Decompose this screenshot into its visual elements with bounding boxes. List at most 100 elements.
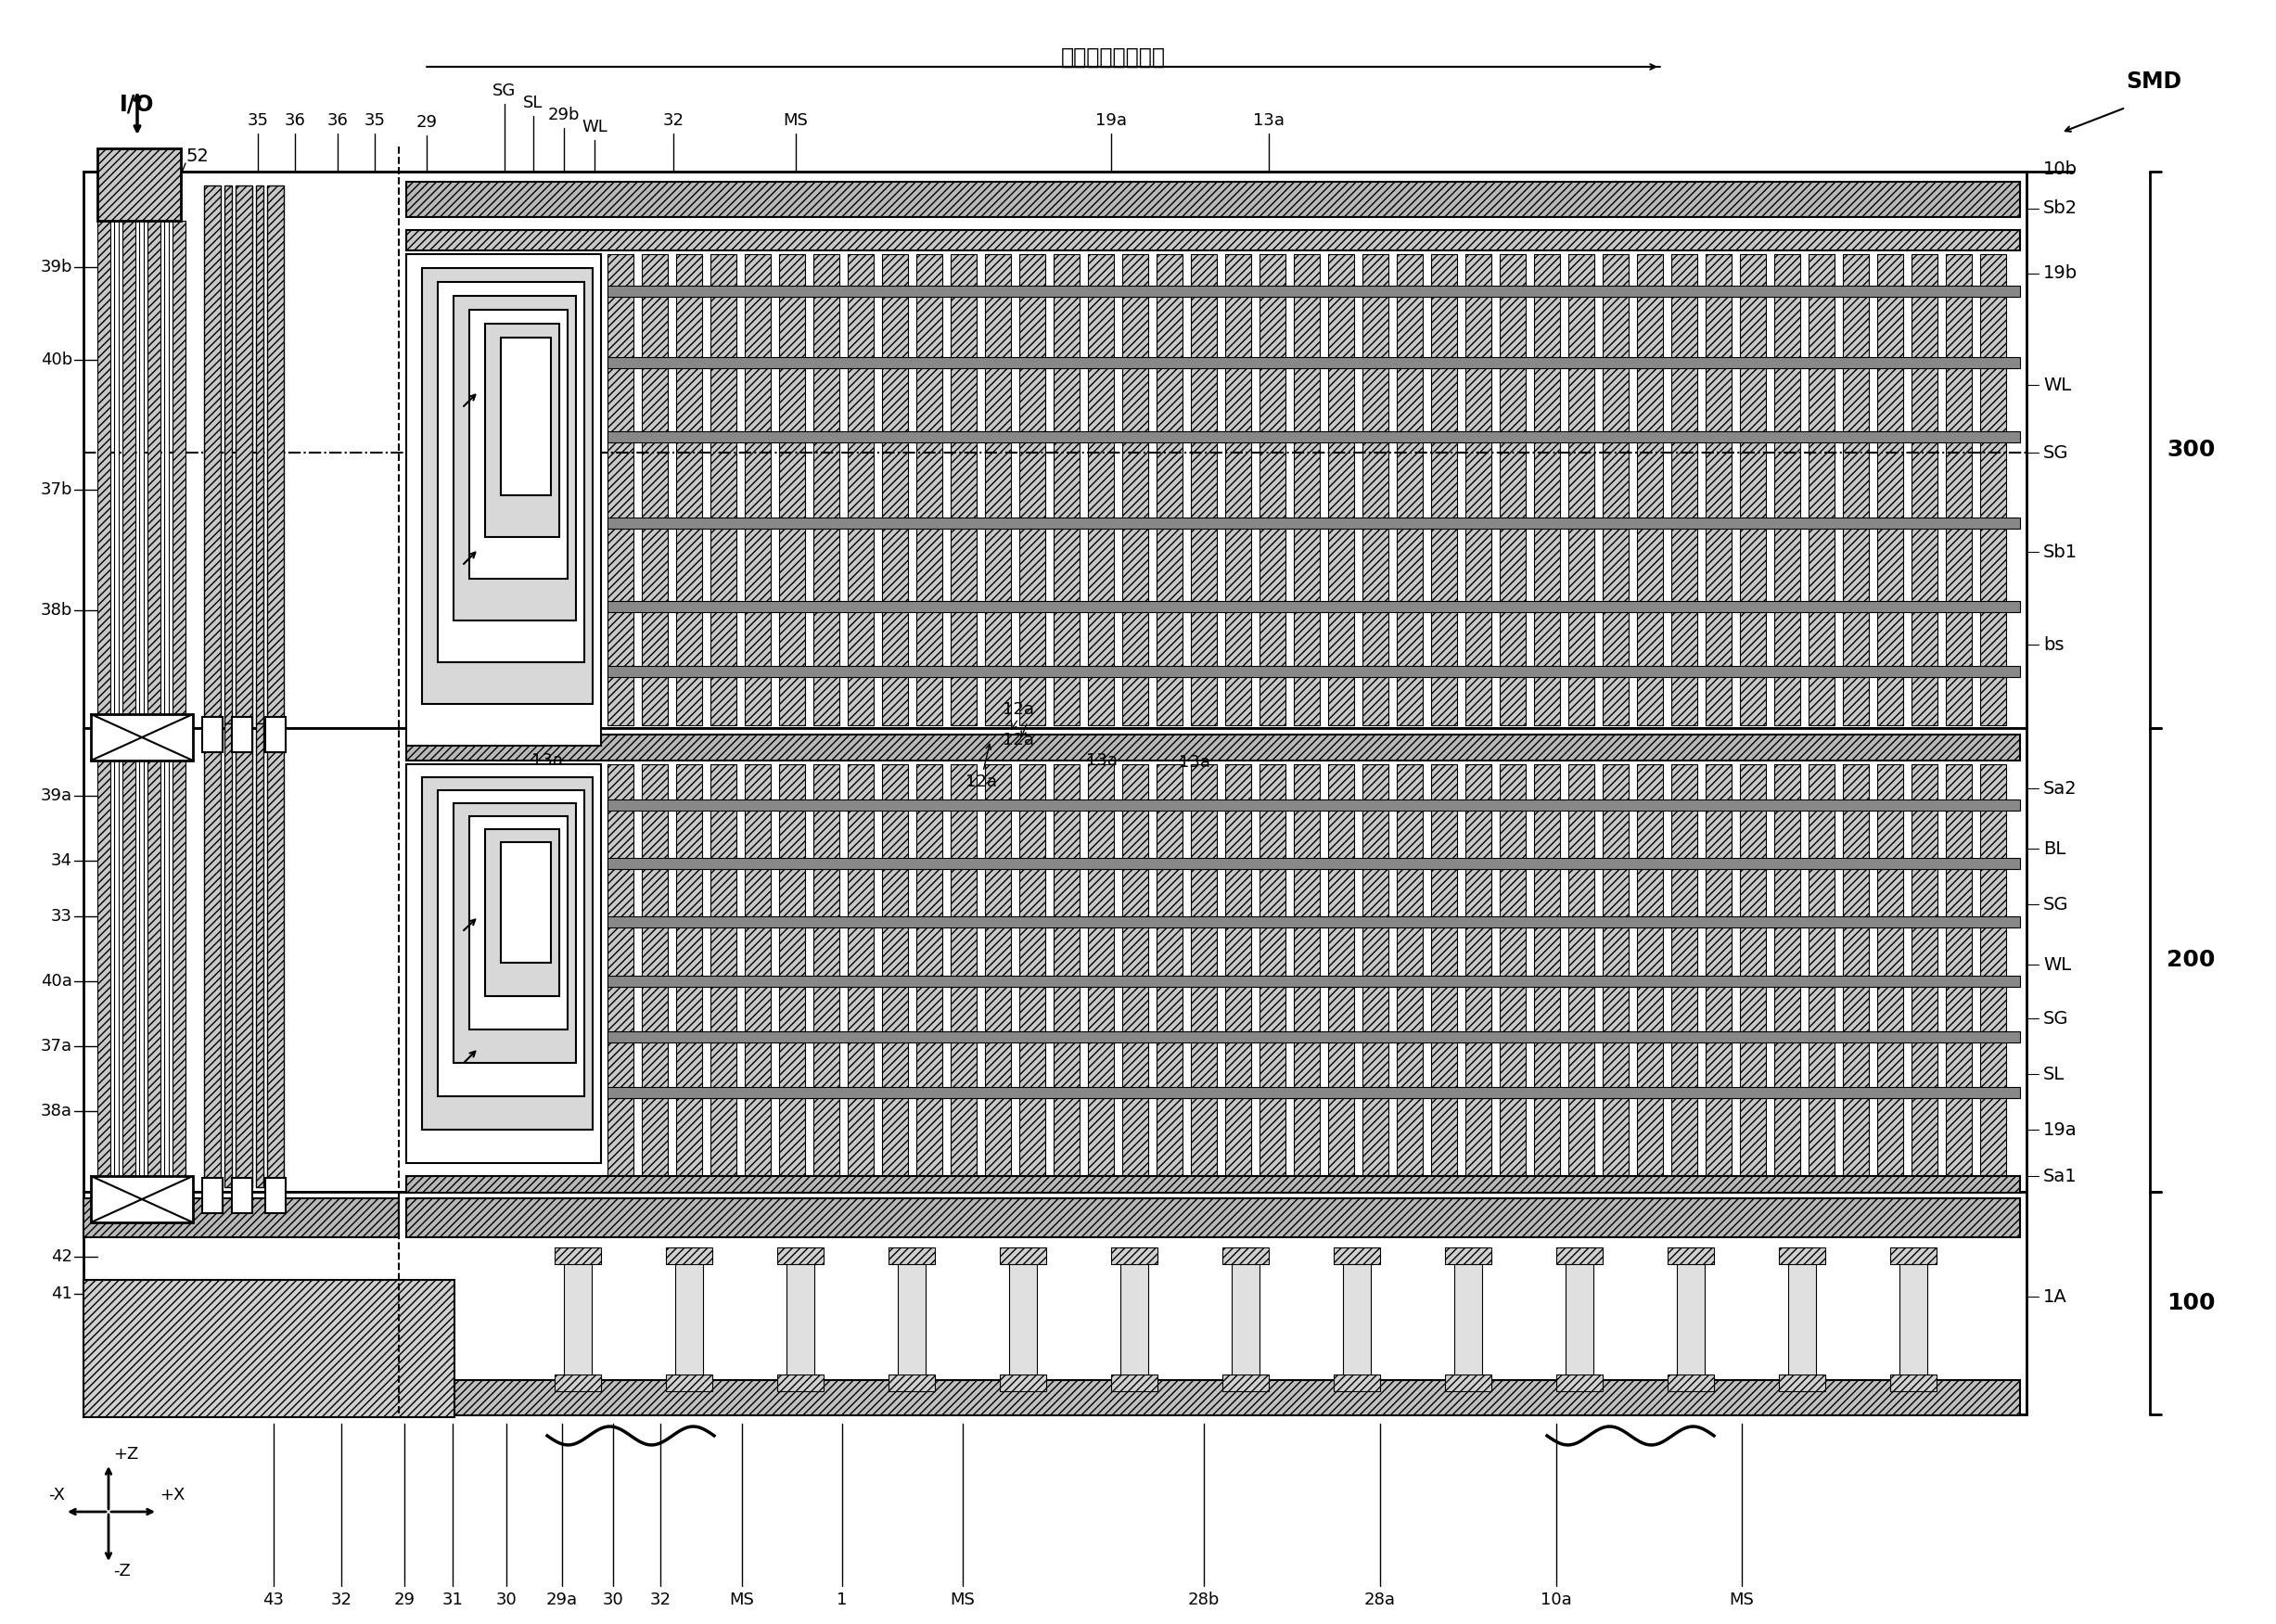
Bar <box>951 765 976 1186</box>
Text: SG: SG <box>2044 1010 2069 1026</box>
Text: SG: SG <box>494 83 517 99</box>
Text: 38a: 38a <box>41 1103 73 1119</box>
Bar <box>1224 253 1252 726</box>
Bar <box>1224 765 1252 1186</box>
Bar <box>84 1199 398 1237</box>
Bar <box>608 286 2021 297</box>
Bar <box>469 817 567 1030</box>
Bar <box>608 857 2021 869</box>
Bar <box>1636 253 1664 726</box>
Text: 19a: 19a <box>1095 112 1127 128</box>
Bar <box>485 323 560 538</box>
Bar <box>255 723 264 1187</box>
Text: 1A: 1A <box>2044 1288 2067 1306</box>
Text: 40b: 40b <box>41 351 73 369</box>
Bar <box>608 432 2021 442</box>
Bar <box>1878 253 1903 726</box>
Text: SL: SL <box>2044 1065 2064 1083</box>
Bar <box>173 728 184 1192</box>
Text: 29: 29 <box>417 114 437 132</box>
Text: 19a: 19a <box>2044 1121 2078 1138</box>
Bar <box>1466 253 1491 726</box>
Bar <box>114 221 118 728</box>
Bar <box>608 518 2021 529</box>
Text: 39a: 39a <box>41 788 73 804</box>
Bar <box>1222 1247 1268 1263</box>
Text: 12a: 12a <box>1004 732 1033 749</box>
Bar <box>1671 253 1698 726</box>
Bar <box>485 830 560 996</box>
Text: 29b: 29b <box>549 107 580 123</box>
Text: 39b: 39b <box>41 258 73 276</box>
Bar <box>744 765 772 1186</box>
Bar <box>84 728 2026 1192</box>
Bar <box>1432 765 1457 1186</box>
Bar <box>1677 1247 1705 1382</box>
Text: 100: 100 <box>2167 1293 2215 1314</box>
Bar <box>1844 765 1869 1186</box>
Bar <box>98 221 109 728</box>
Bar <box>1111 1247 1158 1263</box>
Bar <box>437 791 585 1096</box>
Text: 28a: 28a <box>1363 1592 1395 1608</box>
Bar <box>91 1176 193 1223</box>
Bar <box>469 310 567 578</box>
Bar <box>1293 765 1320 1186</box>
Bar <box>1878 765 1903 1186</box>
Text: MS: MS <box>951 1592 974 1608</box>
Bar <box>1222 1374 1268 1392</box>
Bar <box>1334 1247 1379 1263</box>
Bar <box>787 1247 815 1382</box>
Bar <box>1946 765 1971 1186</box>
Bar <box>1231 1247 1259 1382</box>
Bar <box>1889 1374 1937 1392</box>
Bar <box>405 253 601 745</box>
Text: MS: MS <box>783 112 808 128</box>
Bar <box>148 221 159 728</box>
Bar <box>237 185 253 723</box>
Bar <box>776 1247 824 1263</box>
Bar <box>1534 253 1559 726</box>
Text: Sa1: Sa1 <box>2044 1168 2078 1186</box>
Bar <box>1739 765 1766 1186</box>
Text: SG: SG <box>2044 895 2069 913</box>
Bar <box>91 715 193 760</box>
Text: 35: 35 <box>364 112 385 128</box>
Bar <box>255 185 264 723</box>
Bar <box>1432 253 1457 726</box>
Bar <box>421 778 592 1130</box>
Bar <box>1668 1247 1714 1263</box>
Bar <box>1156 253 1184 726</box>
Text: 300: 300 <box>2167 438 2215 461</box>
Bar <box>1020 253 1045 726</box>
Text: 35: 35 <box>248 112 269 128</box>
Bar <box>164 221 168 728</box>
Text: BL: BL <box>2044 840 2067 857</box>
Bar <box>1190 253 1218 726</box>
Bar <box>608 357 2021 369</box>
Bar <box>778 253 806 726</box>
Bar <box>1293 253 1320 726</box>
Text: 13a: 13a <box>1254 112 1284 128</box>
Bar <box>266 1177 287 1213</box>
Bar <box>1557 1374 1602 1392</box>
Text: 29: 29 <box>394 1592 414 1608</box>
Text: 41: 41 <box>50 1286 73 1302</box>
Bar <box>1500 765 1525 1186</box>
Bar <box>232 1177 253 1213</box>
Bar <box>1739 253 1766 726</box>
Bar <box>1946 253 1971 726</box>
Text: MS: MS <box>731 1592 753 1608</box>
Bar <box>405 1199 2021 1237</box>
Text: 31: 31 <box>442 1592 464 1608</box>
Bar <box>1329 765 1354 1186</box>
Bar <box>1889 1247 1937 1263</box>
Bar <box>813 253 840 726</box>
Bar <box>710 765 737 1186</box>
Bar <box>405 231 2021 250</box>
Text: 33: 33 <box>50 908 73 924</box>
Bar <box>608 1031 2021 1043</box>
Bar <box>608 976 2021 987</box>
Bar <box>1671 765 1698 1186</box>
Bar <box>1329 253 1354 726</box>
